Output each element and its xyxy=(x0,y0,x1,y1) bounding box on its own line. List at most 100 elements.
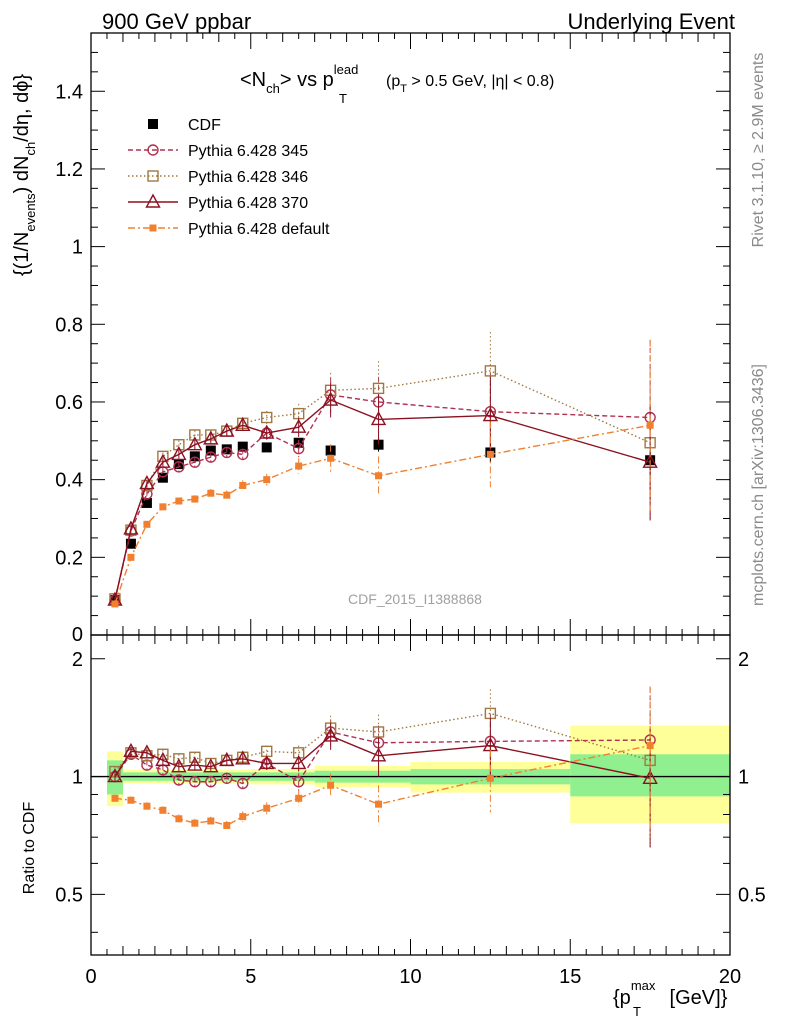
ratio-point-p370 xyxy=(203,758,219,773)
ratio-point-p345 xyxy=(189,776,201,788)
x-tick-label: 15 xyxy=(559,966,581,988)
ratio-line-p346 xyxy=(114,712,651,772)
main-point-p345 xyxy=(173,461,185,473)
legend-label: CDF xyxy=(188,117,221,134)
main-point-p370 xyxy=(642,453,658,468)
ratio-point-p370 xyxy=(290,755,307,770)
main-point-p346 xyxy=(372,382,385,395)
main-series-pdefault xyxy=(111,339,654,608)
y-tick-label: 1.2 xyxy=(55,159,83,181)
legend-entry-pdefault: Pythia 6.428 default xyxy=(128,221,330,238)
legend-entry-p346: Pythia 6.428 346 xyxy=(128,169,308,186)
main-point-cdf xyxy=(157,472,168,483)
legend-label: Pythia 6.428 370 xyxy=(188,195,308,212)
ratio-y-tick-label-right: 2 xyxy=(738,649,749,671)
main-point-p346 xyxy=(173,438,185,451)
main-point-p346 xyxy=(261,411,273,424)
main-point-p370 xyxy=(235,416,251,431)
legend-label: Pythia 6.428 345 xyxy=(188,143,308,160)
y-tick-label: 0.8 xyxy=(55,314,83,336)
main-point-pdefault xyxy=(239,481,247,489)
main-point-pdefault xyxy=(143,520,151,528)
main-point-cdf xyxy=(189,451,200,462)
ratio-point-p345 xyxy=(221,772,233,784)
legend-marker xyxy=(148,119,158,129)
watermark: CDF_2015_I1388868 xyxy=(348,591,482,607)
main-point-pdefault xyxy=(263,476,271,484)
main-y-axis-label: {(1/Nevents) dNch/dη, dϕ} xyxy=(11,74,38,277)
main-point-p345 xyxy=(189,456,201,468)
ratio-point-pdefault xyxy=(223,821,231,829)
ratio-point-pdefault xyxy=(191,819,199,827)
main-point-p345 xyxy=(205,451,217,463)
legend-label: Pythia 6.428 346 xyxy=(188,169,308,186)
x-axis-label: {pmax T [GeV]} xyxy=(613,978,728,1019)
y-tick-label: 1 xyxy=(72,237,83,259)
ratio-y-axis-label: Ratio to CDF xyxy=(21,802,38,895)
main-point-p345 xyxy=(221,446,233,459)
ratio-point-p370 xyxy=(322,727,339,742)
main-point-pdefault xyxy=(191,495,199,503)
ratio-point-pdefault xyxy=(295,794,303,802)
main-point-p370 xyxy=(187,436,203,451)
ratio-y-tick-label: 2 xyxy=(72,649,83,671)
main-point-pdefault xyxy=(159,503,167,511)
main-point-p370 xyxy=(219,422,235,437)
ratio-point-pdefault xyxy=(486,774,494,782)
main-point-pdefault xyxy=(175,497,183,505)
y-tick-label: 0.6 xyxy=(55,392,83,414)
plot-title: <Nch> vs plead T(pT > 0.5 GeV, |η| < 0.8) xyxy=(240,62,554,106)
legend-entry-p345: Pythia 6.428 345 xyxy=(128,143,308,160)
main-point-p346 xyxy=(189,429,201,441)
main-point-pdefault xyxy=(295,462,303,470)
legend-marker xyxy=(145,193,161,208)
legend-marker xyxy=(147,170,159,182)
ratio-point-pdefault xyxy=(159,806,167,814)
rivet-label: Rivet 3.1.10, ≥ 2.9M events xyxy=(750,53,767,248)
ratio-point-p370 xyxy=(155,751,171,767)
x-tick-label: 20 xyxy=(719,966,741,988)
x-tick-label: 5 xyxy=(245,966,256,988)
main-point-p370 xyxy=(482,407,499,422)
main-point-p370 xyxy=(139,475,155,490)
ratio-series-layer xyxy=(107,686,658,850)
main-point-pdefault xyxy=(223,491,231,499)
main-point-pdefault xyxy=(646,421,654,429)
ratio-point-p370 xyxy=(139,744,155,759)
main-point-cdf xyxy=(205,445,216,456)
ratio-point-pdefault xyxy=(111,794,119,802)
ratio-point-p370 xyxy=(187,756,203,771)
ratio-point-p346 xyxy=(372,726,385,738)
ratio-point-p345 xyxy=(237,777,249,790)
main-point-pdefault xyxy=(111,600,119,608)
x-tick-label: 0 xyxy=(85,966,96,988)
ratio-point-p370 xyxy=(370,747,387,762)
ratio-point-p370 xyxy=(107,768,123,783)
ratio-point-pdefault xyxy=(646,742,654,750)
main-plot-panel: 0.2 0.4 0.6 0.8 1 1.2 1.4 0 CDF_2015_I1388868 <… xyxy=(11,32,731,646)
main-point-p370 xyxy=(171,445,187,461)
main-point-p370 xyxy=(259,424,275,439)
ratio-point-p345 xyxy=(292,776,305,788)
main-point-pdefault xyxy=(375,472,383,480)
ratio-point-p370 xyxy=(259,755,275,770)
ratio-point-p345 xyxy=(173,774,185,786)
main-point-p370 xyxy=(322,391,339,406)
ratio-point-pdefault xyxy=(127,796,135,804)
main-series-p370 xyxy=(107,376,658,606)
ratio-series-pdefault xyxy=(111,686,654,838)
main-point-p370 xyxy=(290,418,307,433)
ratio-axis-ticks: 0.5 0.51 12 20 5 10 15 20 xyxy=(55,635,766,988)
main-point-p346 xyxy=(484,365,497,377)
legend: CDF Pythia 6.428 345 Pythia 6.428 346 Pythi… xyxy=(128,117,330,238)
main-point-cdf xyxy=(141,497,152,508)
legend-marker xyxy=(147,144,159,156)
y-tick-label: 0.2 xyxy=(55,547,83,569)
ratio-y-tick-label-right: 0.5 xyxy=(738,884,766,906)
collision-label: 900 GeV ppbar xyxy=(102,9,251,34)
main-point-cdf xyxy=(261,442,272,453)
main-plot-frame xyxy=(90,32,731,636)
main-point-pdefault xyxy=(207,489,215,497)
ratio-point-p370 xyxy=(235,750,251,765)
